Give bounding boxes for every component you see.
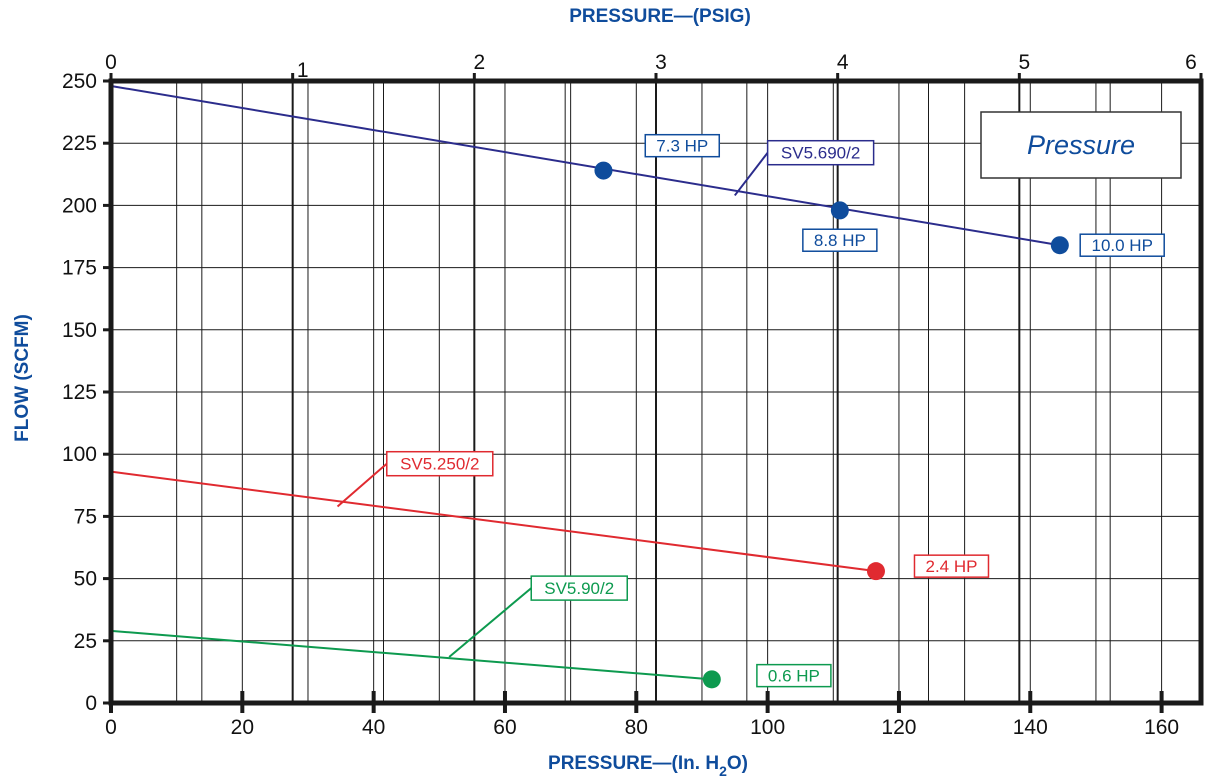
x-axis-title-subscript: 2: [719, 763, 727, 779]
series-callout-label: SV5.250/2: [400, 455, 479, 474]
hp-label-box: [802, 228, 878, 252]
x-tick-label: 20: [231, 716, 254, 739]
series-line: [110, 84, 1060, 247]
hp-label: 0.6 HP: [768, 667, 820, 686]
series-callout-box: [386, 450, 494, 477]
series-callout-box: [530, 575, 628, 601]
hp-point: [830, 201, 849, 220]
x-axis-title-main: PRESSURE—(In. H: [548, 753, 719, 774]
callout-leader: [448, 587, 532, 658]
y-tick-label: 75: [74, 505, 97, 528]
x-axis-title: PRESSURE—(In. H2O): [548, 753, 748, 779]
y-tick-label: 100: [62, 443, 97, 466]
y-tick-label: 0: [85, 692, 97, 715]
hp-label: 10.0 HP: [1091, 236, 1152, 255]
series-line: [110, 470, 877, 573]
x2-tick-label: 0: [105, 51, 117, 74]
hp-label: 2.4 HP: [925, 557, 977, 576]
y-tick-label: 250: [62, 70, 97, 93]
series: [110, 84, 1060, 681]
x-tick-label: 80: [625, 716, 648, 739]
x-tick-label: 0: [105, 716, 117, 739]
x-tick-label: 60: [493, 716, 516, 739]
hp-point: [1050, 236, 1069, 255]
x2-tick-label: 3: [655, 51, 667, 74]
y-tick-label: 25: [74, 630, 97, 653]
legend-label: Pressure: [1027, 130, 1135, 160]
y-axis-title: FLOW (SCFM): [12, 314, 33, 442]
hp-label: 8.8 HP: [814, 231, 866, 250]
hp-point: [866, 562, 885, 581]
hp-point: [594, 161, 613, 180]
y-tick-label: 200: [62, 194, 97, 217]
x2-tick-label: 6: [1185, 51, 1197, 74]
x2-tick-label: 1: [297, 59, 309, 82]
series-line: [110, 629, 712, 681]
callout-leader: [734, 152, 769, 197]
x-tick-label: 40: [362, 716, 385, 739]
series-callout-label: SV5.690/2: [781, 144, 860, 163]
y-tick-label: 125: [62, 381, 97, 404]
y-tick-label: 175: [62, 257, 97, 280]
y-tick-label: 50: [74, 568, 97, 591]
plot-frame: [108, 78, 1204, 706]
legend-box: Pressure: [980, 111, 1182, 179]
x-axis-title-end: O): [727, 753, 748, 774]
y-tick-label: 150: [62, 319, 97, 342]
point-markers: SV5.690/2 7.3 HP 8.8 HP 10.0 HP SV5.250/2 2.4…: [336, 133, 1165, 689]
hp-label: 7.3 HP: [656, 137, 708, 156]
hp-label-box: [1079, 233, 1165, 257]
hp-label-box: [644, 133, 721, 158]
callout-leader: [336, 462, 388, 508]
series-callout-label: SV5.90/2: [544, 579, 614, 598]
hp-point: [702, 670, 721, 689]
x-tick-label: 160: [1144, 716, 1179, 739]
legend-frame: [980, 111, 1182, 179]
x-tick-label: 100: [750, 716, 785, 739]
series-callout-box: [766, 139, 875, 166]
x2-tick-label: 4: [837, 51, 849, 74]
y-tick-label: 225: [62, 132, 97, 155]
x2-tick-label: 2: [473, 51, 485, 74]
hp-label-box: [756, 663, 832, 688]
hp-label-box: [913, 554, 990, 578]
x2-tick-label: 5: [1018, 51, 1030, 74]
top-axis-title: PRESSURE—(PSIG): [569, 6, 751, 27]
x-tick-label: 120: [881, 716, 916, 739]
x-tick-label: 140: [1013, 716, 1048, 739]
